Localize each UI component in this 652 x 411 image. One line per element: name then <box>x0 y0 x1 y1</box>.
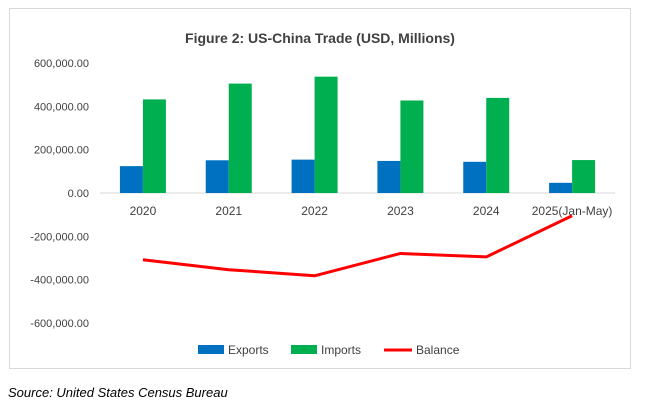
legend-label-balance: Balance <box>416 343 460 357</box>
y-tick-label: 0.00 <box>68 188 89 200</box>
x-tick-label: 2020 <box>130 204 157 218</box>
y-tick-label: -600,000.00 <box>30 318 89 330</box>
bar-imports-2022 <box>314 76 338 193</box>
bars-group <box>119 76 596 193</box>
y-tick-label: 200,000.00 <box>34 145 89 157</box>
y-axis: 600,000.00 400,000.00 200,000.00 0.00 -200,0… <box>30 58 89 330</box>
legend-label-exports: Exports <box>228 343 269 357</box>
x-axis-labels: 2020 2021 2022 2023 2024 2025(Jan-May) <box>130 204 613 218</box>
x-tick-label: 2024 <box>473 204 500 218</box>
legend-swatch-exports <box>198 345 224 354</box>
x-tick-label: 2022 <box>301 204 328 218</box>
bar-exports-2020 <box>119 166 143 193</box>
bar-imports-2024 <box>486 97 510 193</box>
bar-imports-2025(Jan-May) <box>572 160 596 193</box>
x-tick-label: 2025(Jan-May) <box>532 204 613 218</box>
bar-exports-2023 <box>377 160 401 193</box>
y-tick-label: 600,000.00 <box>34 58 89 70</box>
y-tick-label: 400,000.00 <box>34 101 89 113</box>
bar-exports-2024 <box>463 161 487 193</box>
x-tick-label: 2023 <box>387 204 414 218</box>
balance-line-group <box>142 214 573 278</box>
bar-exports-2022 <box>291 159 315 193</box>
chart-title: Figure 2: US-China Trade (USD, Millions) <box>185 30 455 46</box>
legend-swatch-imports <box>291 345 317 354</box>
x-tick-label: 2021 <box>215 204 242 218</box>
legend-label-imports: Imports <box>321 343 361 357</box>
bar-imports-2020 <box>142 99 166 193</box>
bar-imports-2021 <box>228 83 252 193</box>
y-tick-label: -400,000.00 <box>30 275 89 287</box>
source-note: Source: United States Census Bureau <box>8 385 228 400</box>
chart-frame <box>9 8 631 369</box>
balance-line <box>142 214 573 278</box>
y-tick-label: -200,000.00 <box>30 231 89 243</box>
bar-exports-2025(Jan-May) <box>549 182 573 193</box>
bar-exports-2021 <box>205 160 229 193</box>
legend: Exports Imports Balance <box>198 343 460 357</box>
bar-imports-2023 <box>400 100 424 193</box>
